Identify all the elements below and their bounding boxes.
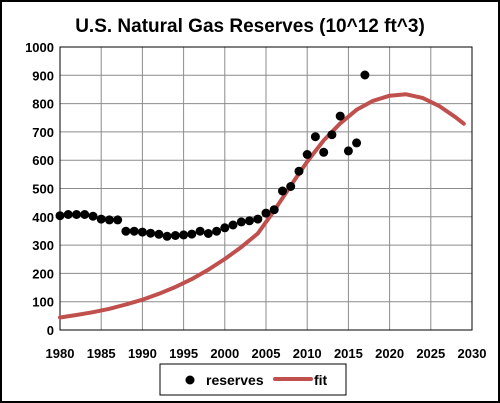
y-tick-label: 200 <box>32 266 54 281</box>
reserves-point <box>88 211 98 221</box>
reserves-point <box>121 226 131 236</box>
reserves-point <box>360 70 370 80</box>
x-tick-label: 2025 <box>416 346 445 361</box>
reserves-point <box>187 229 197 239</box>
x-tick-label: 1980 <box>46 346 75 361</box>
y-tick-label: 1000 <box>25 40 54 55</box>
y-tick-label: 300 <box>32 238 54 253</box>
reserves-point <box>55 211 65 221</box>
reserves-point <box>286 182 296 191</box>
reserves-point <box>170 231 180 240</box>
legend-marker-reserves <box>185 375 195 385</box>
reserves-point <box>352 138 362 148</box>
fit-layer <box>58 92 466 320</box>
reserves-point <box>236 217 246 227</box>
x-tick-label: 2005 <box>252 346 281 361</box>
x-tick-labels: 1980 1985 1990 1995 2000 2005 2010 2015 2020 2025… <box>46 346 487 361</box>
reserves-point <box>63 210 73 219</box>
y-tick-labels: 0 100 200 300 400 500 600 700 800 900 1000 <box>25 40 54 338</box>
plot-area <box>59 46 473 331</box>
reserves-point <box>261 208 271 218</box>
reserves-point <box>212 226 222 236</box>
x-tick-label: 2030 <box>458 346 487 361</box>
x-tick-label: 2020 <box>375 346 404 361</box>
reserves-point <box>162 231 172 241</box>
y-tick-label: 400 <box>32 210 54 225</box>
reserves-point <box>80 210 90 219</box>
reserves-point <box>104 215 114 225</box>
reserves-point <box>179 230 189 240</box>
grid-layer <box>59 46 473 331</box>
reserves-point <box>294 166 304 176</box>
reserves-point <box>245 216 254 226</box>
legend-label-reserves: reserves <box>206 372 264 388</box>
y-tick-label: 600 <box>32 153 54 168</box>
chart-title: U.S. Natural Gas Reserves (10^12 ft^3) <box>75 16 425 37</box>
reserves-point <box>113 215 123 225</box>
reserves-point <box>310 132 320 142</box>
reserves-point <box>195 226 205 236</box>
reserves-point <box>146 228 156 238</box>
y-tick-label: 800 <box>32 97 54 112</box>
reserves-point <box>220 223 230 233</box>
reserves-point <box>203 229 213 238</box>
reserves-point <box>154 229 164 239</box>
reserves-points-layer <box>55 70 370 241</box>
legend: reserves fit <box>159 363 347 396</box>
reserves-point <box>319 147 329 157</box>
reserves-point <box>228 220 238 230</box>
reserves-point <box>278 186 287 196</box>
reserves-point <box>327 130 337 140</box>
x-tick-label: 1995 <box>169 346 198 361</box>
reserves-point <box>335 111 345 121</box>
reserves-point <box>253 214 263 224</box>
y-tick-label: 900 <box>32 68 54 83</box>
x-tick-label: 2010 <box>293 346 322 361</box>
x-tick-label: 2000 <box>210 346 239 361</box>
x-tick-label: 2015 <box>334 346 363 361</box>
y-tick-label: 700 <box>32 125 54 140</box>
reserves-point <box>269 205 279 215</box>
reserves-point <box>137 227 147 237</box>
reserves-point <box>72 210 81 219</box>
fit-line <box>58 92 466 320</box>
y-tick-label: 0 <box>47 323 54 338</box>
x-tick-label: 1985 <box>87 346 116 361</box>
reserves-point <box>343 146 353 156</box>
x-tick-label: 1990 <box>128 346 157 361</box>
reserves-point <box>96 214 106 224</box>
y-tick-label: 500 <box>32 182 54 197</box>
y-tick-label: 100 <box>32 295 54 310</box>
reserves-point <box>302 150 312 159</box>
legend-label-fit: fit <box>314 372 328 388</box>
reserves-point <box>129 226 139 236</box>
